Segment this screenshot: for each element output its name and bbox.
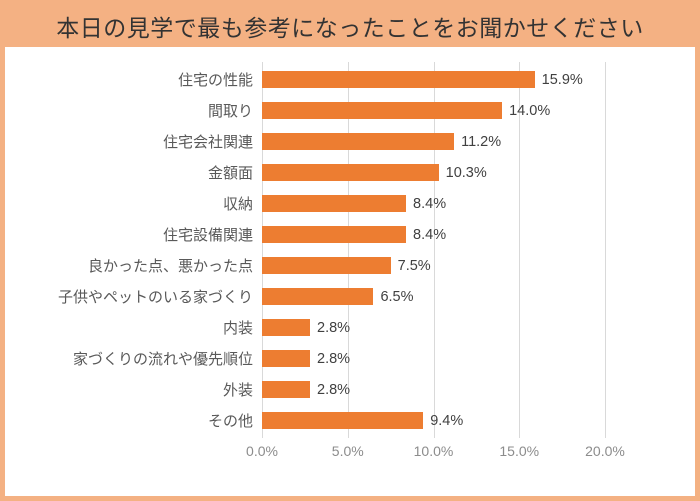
bar-track: 6.5%	[262, 281, 605, 312]
chart-row: 住宅設備関連 8.4%	[5, 219, 695, 250]
bar	[262, 381, 311, 398]
value-label: 14.0%	[509, 102, 551, 119]
value-label: 10.3%	[445, 164, 487, 181]
plot-area: 住宅の性能 15.9% 間取り 14.0% 住宅会社関連 11.2% 金額面 1…	[5, 62, 695, 438]
category-label: 住宅会社関連	[162, 134, 253, 151]
category-label: 家づくりの流れや優先順位	[72, 351, 253, 368]
chart-row: 内装 2.8%	[5, 312, 695, 343]
x-axis-tick-label: 0.0%	[246, 443, 278, 459]
bar	[262, 195, 407, 212]
chart-row: 外装 2.8%	[5, 374, 695, 405]
bar-track: 8.4%	[262, 188, 605, 219]
bar-track: 14.0%	[262, 95, 605, 126]
chart-row: 間取り 14.0%	[5, 95, 695, 126]
value-label: 15.9%	[541, 71, 583, 88]
category-label: 外装	[222, 382, 253, 399]
chart-row: 金額面 10.3%	[5, 157, 695, 188]
value-label: 2.8%	[317, 319, 351, 336]
value-label: 6.5%	[380, 288, 414, 305]
category-label: 収納	[222, 196, 253, 213]
bar-track: 9.4%	[262, 405, 605, 436]
x-axis-tick-label: 20.0%	[585, 443, 625, 459]
category-label: 内装	[222, 320, 253, 337]
bar-chart: 住宅の性能 15.9% 間取り 14.0% 住宅会社関連 11.2% 金額面 1…	[5, 47, 695, 465]
category-label: 良かった点、悪かった点	[87, 258, 253, 275]
bar	[262, 71, 535, 88]
category-label: 住宅の性能	[177, 72, 253, 89]
chart-row: 住宅会社関連 11.2%	[5, 126, 695, 157]
x-axis-tick-label: 15.0%	[499, 443, 540, 459]
bar	[262, 288, 374, 305]
bar-track: 11.2%	[262, 126, 605, 157]
value-label: 7.5%	[397, 257, 431, 274]
bar	[262, 133, 455, 150]
category-label: 間取り	[207, 103, 253, 120]
value-label: 8.4%	[413, 195, 447, 212]
category-label: 金額面	[207, 165, 253, 182]
value-label: 2.8%	[317, 381, 351, 398]
bar	[262, 350, 311, 367]
chart-row: 良かった点、悪かった点 7.5%	[5, 250, 695, 281]
x-axis-tick-label: 10.0%	[413, 443, 454, 459]
bar	[262, 226, 407, 243]
bar-track: 15.9%	[262, 64, 605, 95]
chart-row: その他 9.4%	[5, 405, 695, 436]
bar-track: 10.3%	[262, 157, 605, 188]
bar	[262, 102, 503, 119]
chart-row: 家づくりの流れや優先順位 2.8%	[5, 343, 695, 374]
chart-row: 子供やペットのいる家づくり 6.5%	[5, 281, 695, 312]
bar	[262, 164, 439, 181]
x-axis: 0.0% 5.0% 10.0% 15.0% 20.0%	[246, 443, 625, 465]
value-label: 2.8%	[317, 350, 351, 367]
value-label: 9.4%	[430, 412, 464, 429]
bar	[262, 412, 424, 429]
category-label: 住宅設備関連	[162, 227, 253, 244]
chart-row: 住宅の性能 15.9%	[5, 64, 695, 95]
chart-header: 本日の見学で最も参考になったことをお聞かせください	[5, 5, 695, 47]
category-label: 子供やペットのいる家づくり	[57, 289, 253, 306]
value-label: 8.4%	[413, 226, 447, 243]
bar-track: 7.5%	[262, 250, 605, 281]
value-label: 11.2%	[461, 133, 502, 150]
chart-row: 収納 8.4%	[5, 188, 695, 219]
category-label: その他	[207, 413, 253, 430]
bar	[262, 319, 311, 336]
bar-track: 2.8%	[262, 312, 605, 343]
chart-title: 本日の見学で最も参考になったことをお聞かせください	[56, 15, 644, 41]
x-axis-tick-label: 5.0%	[331, 443, 364, 459]
bar-rows: 住宅の性能 15.9% 間取り 14.0% 住宅会社関連 11.2% 金額面 1…	[5, 64, 695, 436]
bar	[262, 257, 391, 274]
bar-track: 8.4%	[262, 219, 605, 250]
bar-track: 2.8%	[262, 374, 605, 405]
bar-track: 2.8%	[262, 343, 605, 374]
